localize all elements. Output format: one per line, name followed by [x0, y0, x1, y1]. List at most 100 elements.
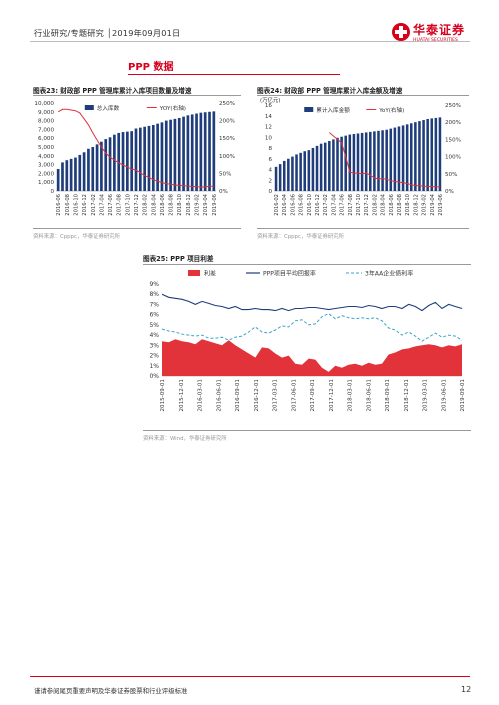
fig25-xtick: 2016-06-01	[216, 379, 222, 412]
fig24-xtick: 2017-06	[340, 194, 346, 216]
fig23-xtick: 2018-12	[186, 194, 192, 216]
fig24-ytick-left: 10	[265, 135, 273, 141]
fig23-bar	[87, 148, 90, 191]
fig25-chart: 0% 1% 2% 3% 4% 5% 6% 7% 8% 9% 2015-09-01 2015-12-01…	[149, 270, 466, 412]
fig24-xtick: 2016-10	[307, 194, 313, 216]
fig25-source: 资料来源：Wind，华泰证券研究所	[143, 436, 227, 442]
fig23-bar	[113, 134, 116, 191]
fig24-bar	[393, 127, 397, 191]
fig23-bottom-line	[33, 228, 241, 229]
fig24-xtick: 2018-10	[405, 194, 411, 216]
fig24-xtick: 2016-06	[290, 194, 296, 216]
fig24-xtick: 2019-06	[438, 194, 444, 216]
fig25-xtick: 2015-12-01	[179, 379, 185, 412]
fig23-bar	[100, 141, 103, 191]
fig23-ytick-left: 9,000	[38, 110, 54, 116]
footer-disclaimer: 谨请参阅尾页重要声明及华泰证券股票和行业评级标准	[34, 687, 188, 695]
fig24-xtick: 2018-02	[372, 194, 378, 216]
fig25-ytick: 8%	[149, 291, 159, 298]
fig24-xtick: 2018-04	[381, 193, 387, 215]
fig24-legend-line-label: YoY(右轴)	[378, 106, 404, 114]
fig24-ytick-right: 200%	[445, 120, 461, 126]
fig23-bar	[164, 120, 168, 191]
fig23-bar	[56, 169, 60, 191]
fig23-ytick-right: 0%	[219, 189, 228, 195]
fig23-ytick-left: 0	[50, 189, 54, 195]
fig24-ytick-right: 50%	[445, 172, 457, 178]
fig24-bar	[422, 120, 425, 191]
fig24-ytick-right: 150%	[445, 137, 461, 143]
fig24-bar	[397, 126, 401, 191]
fig23-ytick-left: 5,000	[38, 145, 54, 151]
fig24-bar	[332, 139, 335, 191]
fig24-xtick: 2016-08	[299, 194, 305, 216]
fig24-bar	[377, 130, 380, 191]
fig24-xtick: 2017-10	[356, 194, 362, 216]
fig24-title: 图表24: 财政部 PPP 管理库累计入库金额及增速	[257, 87, 403, 95]
fig23-xtick: 2019-04	[203, 193, 209, 215]
fig23-bar	[117, 132, 121, 191]
fig23-bar	[74, 157, 77, 191]
fig23-xtick: 2019-06	[212, 194, 218, 216]
fig23-legend-line-label: YOY(右轴)	[159, 104, 186, 112]
fig23-ytick-left: 6,000	[38, 136, 54, 142]
fig23-bar	[61, 162, 64, 191]
fig23-ytick-right: 100%	[219, 154, 235, 160]
fig24-bar	[369, 131, 372, 191]
fig25-xtick: 2019-03-01	[423, 379, 429, 412]
fig23-xtick: 2016-08	[65, 194, 71, 216]
fig24-ytick-right: 100%	[445, 155, 461, 161]
fig25-ytick: 3%	[149, 342, 159, 349]
fig24-chart: 0 2 4 6 8 10 12 14 16 0% 50% 100% 150% 200% 250% 2016-0…	[260, 97, 461, 216]
fig25-legend-spread-label: 利差	[204, 270, 216, 278]
fig24-bar	[328, 141, 331, 191]
fig23-ytick-left: 1,000	[38, 180, 54, 186]
fig24-title-line	[257, 95, 469, 96]
fig24-bar	[409, 123, 413, 191]
fig23-xtick: 2016-10	[73, 194, 79, 216]
fig24-bar	[430, 118, 434, 191]
fig24-xtick: 2017-04	[331, 193, 337, 215]
fig24-bar	[385, 129, 388, 191]
fig23-bar	[69, 158, 73, 191]
fig25-legend-spread-swatch	[188, 270, 200, 276]
fig24-xtick: 2017-08	[348, 194, 354, 216]
fig23-bar	[108, 137, 112, 191]
fig24-bar	[348, 134, 352, 191]
fig24-bar	[299, 152, 302, 191]
fig23-xtick: 2017-08	[117, 194, 123, 216]
fig24-y-unit: (万亿元)	[260, 97, 280, 104]
fig24-ytick-left: 6	[268, 157, 272, 163]
page-header-text: 行业研究/专题研究 │2019年09月01日	[34, 28, 181, 38]
fig25-xtick: 2017-09-01	[310, 379, 316, 412]
fig25-xtick: 2018-12-01	[404, 379, 410, 412]
fig23-ytick-left: 3,000	[38, 163, 54, 169]
fig23-bar	[65, 160, 69, 191]
fig24-xtick: 2018-06	[389, 194, 395, 216]
fig24-bottom-line	[257, 228, 469, 229]
fig24-bar	[414, 122, 417, 191]
fig24-ytick-left: 16	[265, 103, 273, 109]
fig24-bar	[336, 137, 339, 191]
fig25-legend-ppp-label: PPP项目平均回报率	[263, 270, 316, 278]
fig24-xtick: 2019-04	[430, 193, 436, 215]
fig23-bar	[82, 152, 86, 191]
fig24-ytick-left: 2	[268, 178, 272, 184]
fig24-ytick-left: 12	[265, 125, 272, 131]
fig24-bar	[323, 142, 327, 191]
fig23-bar	[169, 119, 172, 191]
logo-en-text: HUATAI SECURITIES	[413, 38, 458, 43]
fig24-xtick: 2019-02	[422, 194, 428, 216]
fig25-xtick: 2019-06-01	[441, 379, 447, 412]
fig23-xtick: 2017-04	[99, 193, 105, 215]
fig23-ytick-left: 8,000	[38, 119, 54, 125]
fig23-xtick: 2018-10	[177, 194, 183, 216]
fig24-legend-bar-swatch	[304, 107, 314, 112]
fig25-title-line	[143, 264, 471, 265]
fig25-ytick: 7%	[149, 301, 159, 308]
fig23-ytick-left: 10,000	[34, 101, 54, 107]
fig25-xtick: 2015-09-01	[160, 379, 166, 412]
fig25-ytick: 9%	[149, 281, 159, 288]
fig23-bar	[208, 111, 211, 191]
fig24-bar	[282, 160, 286, 191]
